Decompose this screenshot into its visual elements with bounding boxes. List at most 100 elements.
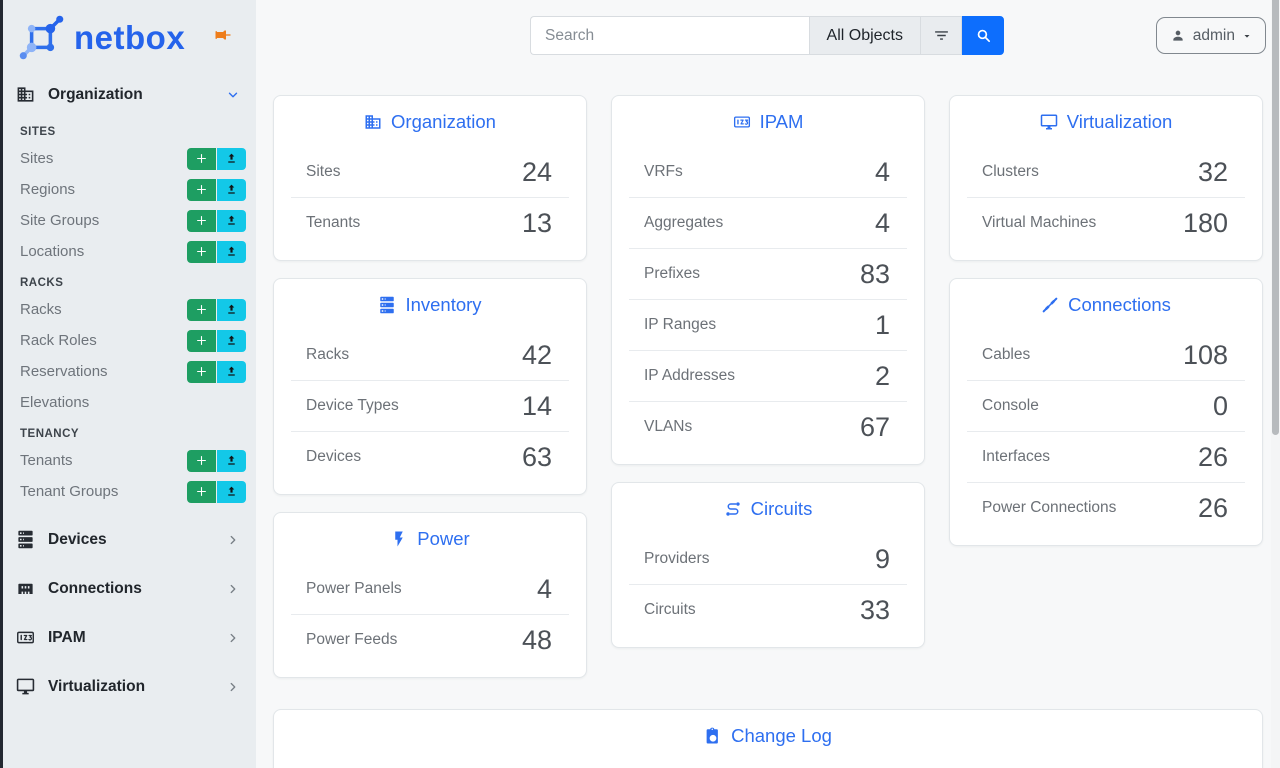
- import-tenant-groups-button[interactable]: [217, 480, 246, 503]
- stat-value[interactable]: 180: [1182, 207, 1228, 238]
- stat-value[interactable]: 4: [874, 156, 890, 187]
- add-tenants-button[interactable]: [187, 449, 216, 472]
- sidebar-group-organization[interactable]: Organization: [3, 73, 256, 116]
- sidebar-item-tenant-groups[interactable]: Tenant Groups: [3, 476, 256, 507]
- stat-value[interactable]: 4: [536, 573, 552, 604]
- add-reservations-button[interactable]: [187, 360, 216, 383]
- upload-icon: [225, 152, 238, 165]
- scrollbar-thumb[interactable]: [1272, 0, 1279, 435]
- chevron-right-icon: [226, 631, 240, 645]
- pin-sidebar-icon[interactable]: [214, 26, 232, 44]
- sidebar-group-devices[interactable]: Devices: [3, 515, 256, 564]
- upload-icon: [225, 334, 238, 347]
- sidebar-item-site-groups[interactable]: Site Groups: [3, 205, 256, 236]
- stat-value[interactable]: 32: [1197, 156, 1228, 187]
- import-rack-roles-button[interactable]: [217, 329, 246, 352]
- sidebar-group-label: Organization: [48, 85, 143, 103]
- add-locations-button[interactable]: [187, 240, 216, 263]
- brand-wordmark[interactable]: netbox: [74, 19, 186, 56]
- sidebar-item-elevations[interactable]: Elevations: [3, 387, 256, 418]
- add-rack-roles-button[interactable]: [187, 329, 216, 352]
- card-title[interactable]: Change Log: [731, 724, 832, 746]
- sidebar-item-label: Tenant Groups: [20, 483, 119, 500]
- stat-value[interactable]: 26: [1197, 441, 1228, 472]
- card-title-row: Inventory: [274, 279, 586, 330]
- stat-value[interactable]: 13: [521, 207, 552, 238]
- stat-value[interactable]: 14: [521, 390, 552, 421]
- stat-value[interactable]: 4: [874, 207, 890, 238]
- import-site-groups-button[interactable]: [217, 209, 246, 232]
- sidebar-item-tenants[interactable]: Tenants: [3, 445, 256, 476]
- stat-value[interactable]: 24: [521, 156, 552, 187]
- search-scope-select[interactable]: All Objects: [808, 16, 920, 55]
- sidebar-item-rack-roles[interactable]: Rack Roles: [3, 325, 256, 356]
- import-tenants-button[interactable]: [217, 449, 246, 472]
- monitor-icon: [1040, 113, 1058, 131]
- filter-lines-icon: [933, 27, 950, 44]
- sidebar-item-reservations[interactable]: Reservations: [3, 356, 256, 387]
- stat-row-vrfs: VRFs 4: [612, 147, 924, 197]
- sidebar-item-locations[interactable]: Locations: [3, 236, 256, 267]
- filter-button[interactable]: [920, 16, 962, 55]
- card-circuits: Circuits Providers 9 Circuits 33: [611, 482, 925, 648]
- stat-value[interactable]: 0: [1212, 390, 1228, 421]
- stat-label: Interfaces: [982, 448, 1051, 465]
- stat-value[interactable]: 42: [521, 339, 552, 370]
- sidebar-group-label: IPAM: [48, 628, 86, 646]
- card-title[interactable]: Virtualization: [1066, 110, 1173, 132]
- stat-value[interactable]: 83: [859, 258, 890, 289]
- stat-value[interactable]: 67: [859, 411, 890, 442]
- row-divider: [291, 614, 569, 615]
- stat-row-devices: Devices 63: [274, 432, 586, 482]
- row-divider: [967, 380, 1245, 381]
- import-locations-button[interactable]: [217, 240, 246, 263]
- row-divider: [629, 584, 907, 585]
- sidebar-item-racks[interactable]: Racks: [3, 294, 256, 325]
- ethernet-port-icon: [16, 579, 35, 598]
- import-regions-button[interactable]: [217, 178, 246, 201]
- sidebar-group-virtualization[interactable]: Virtualization: [3, 662, 256, 711]
- stat-row-clusters: Clusters 32: [950, 147, 1262, 197]
- stat-value[interactable]: 9: [874, 543, 890, 574]
- card-title[interactable]: Organization: [391, 110, 496, 132]
- person-icon: [1170, 28, 1186, 44]
- add-site-groups-button[interactable]: [187, 209, 216, 232]
- user-menu-button[interactable]: admin: [1155, 17, 1266, 54]
- import-racks-button[interactable]: [217, 298, 246, 321]
- stat-value[interactable]: 108: [1182, 339, 1228, 370]
- stat-label: Power Panels: [306, 580, 402, 597]
- sidebar-item-sites[interactable]: Sites: [3, 143, 256, 174]
- add-sites-button[interactable]: [187, 147, 216, 170]
- import-sites-button[interactable]: [217, 147, 246, 170]
- card-title[interactable]: IPAM: [759, 110, 804, 132]
- item-action-buttons: [187, 147, 246, 170]
- search-button[interactable]: [962, 16, 1004, 55]
- import-reservations-button[interactable]: [217, 360, 246, 383]
- card-title[interactable]: Inventory: [405, 293, 482, 315]
- card-title[interactable]: Power: [417, 527, 470, 549]
- stat-value[interactable]: 26: [1197, 492, 1228, 523]
- stat-value[interactable]: 63: [521, 441, 552, 472]
- add-tenant-groups-button[interactable]: [187, 480, 216, 503]
- search-input[interactable]: [530, 16, 809, 55]
- sidebar-sections: SITES Sites Regions Site Groups Locations RAC…: [3, 126, 256, 507]
- card-title[interactable]: Circuits: [750, 497, 813, 519]
- sidebar-item-regions[interactable]: Regions: [3, 174, 256, 205]
- stat-value[interactable]: 33: [859, 594, 890, 625]
- sidebar-group-ipam[interactable]: IPAM: [3, 613, 256, 662]
- card-column: IPAM VRFs 4 Aggregates 4 Prefixes 83 IP Ranges 1…: [611, 95, 925, 648]
- sidebar-group-connections[interactable]: Connections: [3, 564, 256, 613]
- upload-icon: [225, 245, 238, 258]
- add-regions-button[interactable]: [187, 178, 216, 201]
- stat-value[interactable]: 2: [874, 360, 890, 391]
- stat-row-aggregates: Aggregates 4: [612, 198, 924, 248]
- sidebar-section-label: TENANCY: [20, 428, 80, 440]
- card-title-row: IPAM: [612, 96, 924, 147]
- add-racks-button[interactable]: [187, 298, 216, 321]
- stat-value[interactable]: 48: [521, 624, 552, 655]
- stat-value[interactable]: 1: [874, 309, 890, 340]
- card-title[interactable]: Connections: [1068, 293, 1171, 315]
- stat-row-power-panels: Power Panels 4: [274, 564, 586, 614]
- logo-row[interactable]: netbox: [3, 0, 256, 73]
- stat-row-sites: Sites 24: [274, 147, 586, 197]
